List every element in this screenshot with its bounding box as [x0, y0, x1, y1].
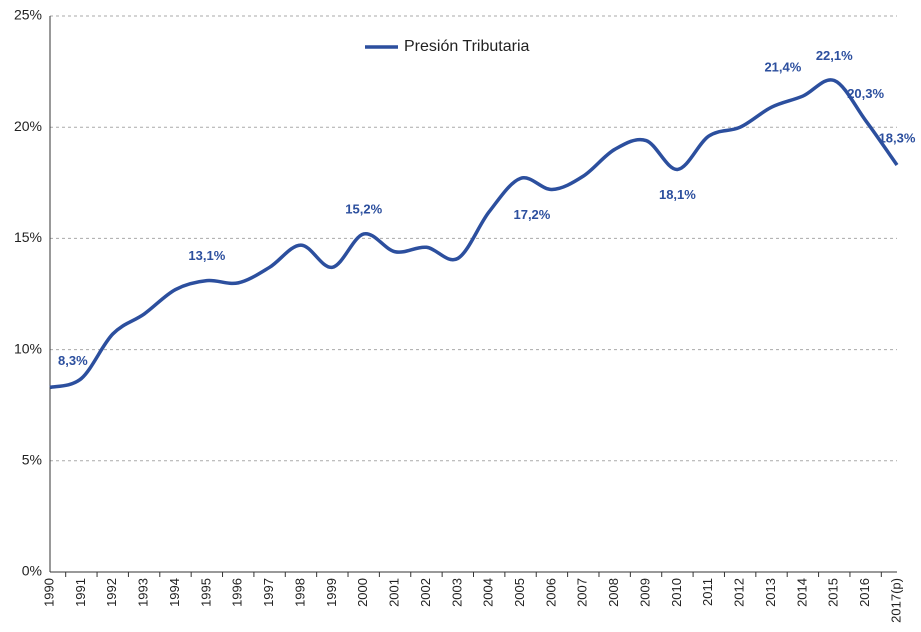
x-tick-label: 2013 [763, 578, 778, 607]
x-tick-label: 1999 [324, 578, 339, 607]
legend-label: Presión Tributaria [404, 38, 529, 55]
x-tick-label: 2011 [700, 578, 715, 606]
x-tick-label: 2003 [449, 578, 464, 607]
y-tick-label: 5% [22, 452, 42, 468]
x-tick-label: 2009 [637, 578, 652, 607]
x-tick-label: 1997 [261, 578, 276, 607]
x-tick-label: 2014 [794, 578, 809, 607]
data-label: 18,1% [659, 187, 696, 202]
x-tick-label: 2006 [543, 578, 558, 607]
data-label: 15,2% [345, 201, 382, 216]
x-tick-label: 2005 [512, 578, 527, 607]
x-tick-label: 1995 [198, 578, 213, 607]
y-tick-label: 15% [14, 229, 42, 245]
x-tick-label: 1992 [104, 578, 119, 607]
y-tick-label: 0% [22, 563, 42, 579]
data-label: 13,1% [188, 248, 225, 263]
x-tick-label: 1996 [230, 578, 245, 607]
x-tick-label: 2016 [857, 578, 872, 607]
x-tick-label: 1991 [73, 578, 88, 607]
x-tick-label: 1998 [292, 578, 307, 607]
data-label: 8,3% [58, 353, 88, 368]
x-tick-label: 2002 [418, 578, 433, 607]
y-tick-label: 25% [14, 7, 42, 23]
x-tick-label: 1994 [167, 578, 182, 607]
y-tick-label: 20% [14, 118, 42, 134]
x-tick-label: 2017(p) [888, 578, 903, 623]
data-label: 20,3% [847, 86, 884, 101]
y-tick-label: 10% [14, 340, 42, 356]
data-label: 21,4% [764, 60, 801, 75]
x-tick-label: 2012 [732, 578, 747, 607]
x-tick-label: 1993 [136, 578, 151, 607]
x-tick-label: 2000 [355, 578, 370, 607]
x-tick-label: 2007 [575, 578, 590, 607]
series-line [49, 78, 899, 390]
data-label: 18,3% [879, 130, 916, 145]
x-tick-label: 2008 [606, 578, 621, 607]
x-tick-label: 1990 [41, 578, 56, 607]
data-label: 22,1% [816, 48, 853, 63]
x-tick-label: 2015 [826, 578, 841, 607]
x-tick-label: 2010 [669, 578, 684, 607]
x-tick-label: 2001 [387, 578, 402, 607]
x-tick-label: 2004 [481, 578, 496, 607]
data-label: 17,2% [513, 207, 550, 222]
